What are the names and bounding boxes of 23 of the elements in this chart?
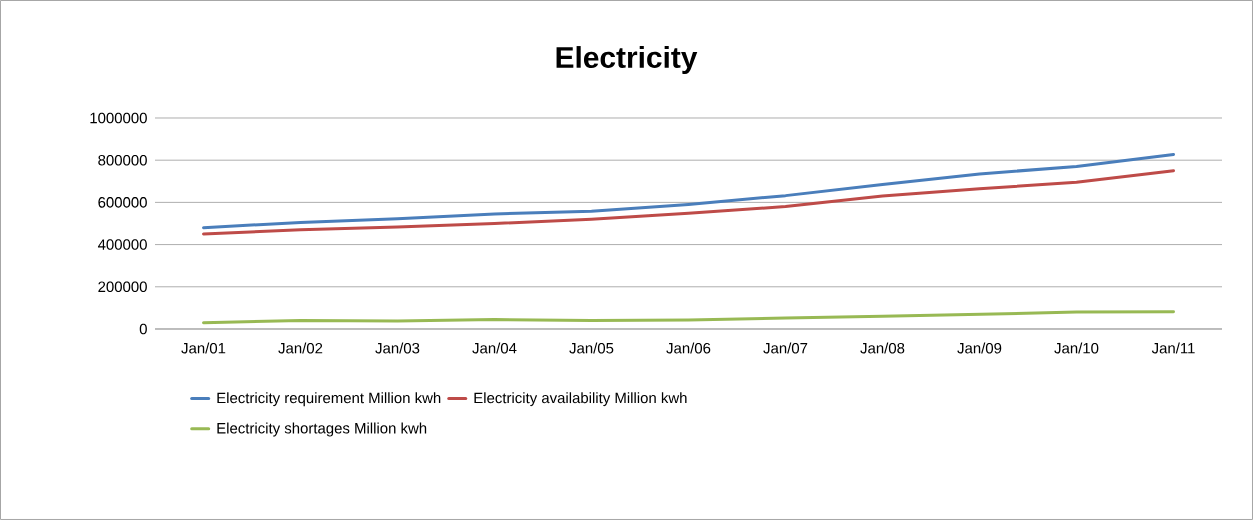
x-tick-label: Jan/10 — [1054, 342, 1099, 354]
line-series — [202, 169, 1176, 236]
legend-label: Electricity shortages Million kwh — [217, 422, 427, 437]
y-tick-label: 200000 — [98, 281, 147, 293]
x-tick-label: Jan/07 — [763, 342, 808, 354]
legend-label: Electricity availability Million kwh — [474, 392, 687, 407]
x-tick-label: Jan/02 — [278, 342, 323, 354]
x-tick-label: Jan/06 — [666, 342, 711, 354]
y-tick-label: 400000 — [97, 239, 147, 250]
y-tick-label: 0 — [139, 323, 147, 335]
x-tick-label: Jan/04 — [472, 342, 517, 354]
line-series — [202, 152, 1176, 230]
y-tick-label: 800000 — [98, 154, 147, 166]
x-tick-label: Jan/09 — [957, 342, 1002, 354]
x-tick-label: Jan/03 — [375, 342, 420, 354]
legend-label: Electricity requirement Million kwh — [217, 392, 441, 407]
chart-title: Electricity — [556, 46, 698, 74]
x-tick-label: Jan/08 — [860, 342, 905, 354]
x-tick-label: Jan/11 — [1151, 342, 1195, 354]
y-tick-label: 600000 — [98, 197, 147, 208]
x-tick-label: Jan/01 — [181, 342, 226, 354]
x-tick-label: Jan/05 — [569, 342, 614, 354]
y-tick-label: 1000000 — [90, 112, 147, 124]
